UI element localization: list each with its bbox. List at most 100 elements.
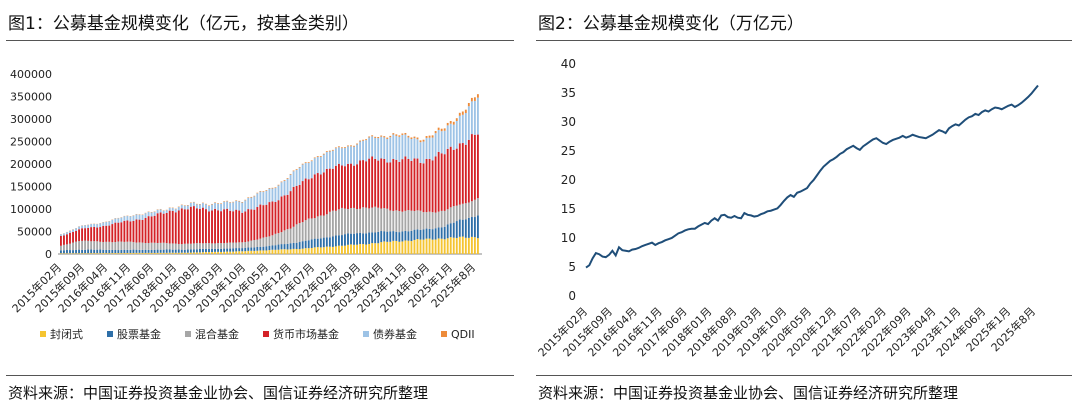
bar-segment	[298, 223, 301, 243]
bar-segment	[223, 251, 226, 254]
bar-segment	[467, 139, 470, 203]
bar-segment	[350, 208, 352, 234]
bar-segment	[307, 162, 310, 180]
bar-segment	[171, 243, 174, 250]
bar-segment	[398, 232, 401, 242]
bar-segment	[328, 237, 331, 247]
bar-segment	[262, 237, 265, 247]
bar-segment	[220, 203, 223, 212]
bar-segment	[401, 159, 404, 212]
bar-segment	[195, 208, 198, 244]
bar-segment	[398, 210, 401, 233]
bar-segment	[341, 165, 343, 208]
bar-segment	[404, 132, 407, 135]
bar-segment	[419, 140, 422, 143]
bar-segment	[371, 136, 374, 157]
bar-segment	[168, 210, 171, 244]
bar-segment	[126, 252, 129, 254]
bar-segment	[120, 217, 123, 223]
bar-segment	[431, 239, 434, 254]
bar-segment	[310, 161, 313, 179]
bar-segment	[434, 156, 437, 213]
bar-segment	[467, 106, 470, 140]
bar-segment	[280, 249, 283, 254]
bar-segment	[111, 253, 114, 254]
bar-segment	[232, 242, 235, 249]
bar-segment	[238, 251, 241, 254]
bar-segment	[416, 158, 419, 211]
bar-segment	[431, 212, 434, 230]
bar-segment	[208, 211, 210, 244]
bar-segment	[449, 123, 452, 147]
bar-segment	[419, 210, 422, 230]
bar-segment	[440, 227, 443, 239]
bar-segment	[117, 222, 120, 242]
bar-segment	[229, 210, 232, 243]
bar-segment	[259, 191, 262, 205]
bar-segment	[428, 211, 431, 229]
bar-segment	[177, 252, 180, 254]
bar-segment	[422, 212, 425, 230]
bar-segment	[265, 236, 268, 247]
bar-segment	[129, 241, 132, 250]
bar-segment	[165, 243, 168, 250]
bar-segment	[177, 210, 180, 244]
bar-segment	[304, 240, 307, 249]
bar-segment	[93, 241, 96, 250]
bar-segment	[69, 253, 71, 254]
bar-segment	[244, 241, 247, 248]
bar-segment	[253, 250, 256, 254]
bar-segment	[353, 244, 355, 254]
bar-segment	[247, 247, 250, 251]
bar-segment	[322, 247, 325, 254]
bar-segment	[392, 231, 395, 241]
bar-segment	[310, 218, 313, 240]
bar-segment	[295, 242, 298, 249]
bar-segment	[334, 210, 337, 236]
bar-segment	[449, 146, 452, 208]
bar-segment	[461, 111, 464, 115]
bar-segment	[431, 229, 434, 240]
bar-segment	[401, 241, 404, 254]
chart2-source-rule	[536, 375, 1072, 376]
bar-segment	[383, 241, 386, 254]
bar-segment	[455, 237, 458, 254]
bar-segment	[443, 130, 446, 155]
bar-segment	[214, 202, 216, 209]
bar-segment	[174, 243, 177, 250]
bar-segment	[271, 245, 274, 250]
bar-segment	[141, 249, 144, 253]
bar-segment	[177, 207, 180, 211]
bar-segment	[374, 232, 377, 244]
bar-segment	[63, 233, 65, 236]
bar-segment	[259, 204, 262, 239]
bar-segment	[353, 146, 355, 166]
bar-segment	[168, 207, 171, 211]
bar-segment	[156, 243, 159, 250]
bar-segment	[232, 211, 235, 243]
bar-segment	[467, 202, 470, 218]
bar-segment	[476, 238, 479, 254]
bar-segment	[437, 129, 440, 152]
bar-segment	[386, 231, 389, 242]
bar-segment	[111, 249, 114, 254]
bar-segment	[467, 217, 470, 238]
bar-segment	[416, 137, 419, 140]
bar-segment	[374, 206, 377, 233]
bar-segment	[440, 210, 443, 228]
bar-segment	[90, 249, 93, 254]
bar-segment	[63, 253, 65, 254]
bar-segment	[144, 249, 147, 253]
bar-segment	[419, 142, 422, 163]
bar-segment	[162, 252, 165, 254]
bar-segment	[283, 195, 286, 231]
bar-segment	[371, 243, 374, 254]
bar-segment	[99, 253, 102, 254]
bar-segment	[69, 243, 71, 251]
bar-segment	[211, 243, 213, 249]
bar-segment	[271, 235, 274, 246]
bar-segment	[341, 147, 343, 149]
bar-segment	[265, 246, 268, 251]
bar-segment	[262, 246, 265, 251]
bar-segment	[259, 190, 262, 192]
